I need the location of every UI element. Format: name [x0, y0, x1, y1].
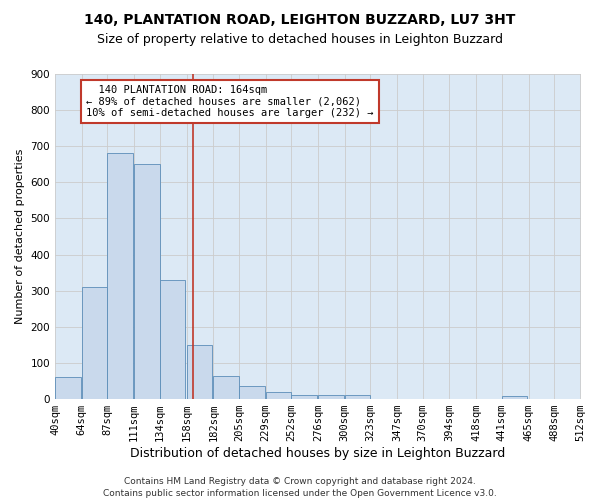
Text: Size of property relative to detached houses in Leighton Buzzard: Size of property relative to detached ho… [97, 32, 503, 46]
Bar [318, 396, 344, 399]
Bar [134, 164, 160, 399]
Y-axis label: Number of detached properties: Number of detached properties [15, 149, 25, 324]
Bar [213, 376, 239, 399]
Bar [107, 154, 133, 399]
Bar [502, 396, 527, 399]
Bar [345, 396, 370, 399]
Text: 140 PLANTATION ROAD: 164sqm
← 89% of detached houses are smaller (2,062)
10% of : 140 PLANTATION ROAD: 164sqm ← 89% of det… [86, 85, 374, 118]
Bar [239, 386, 265, 399]
Bar [55, 378, 80, 399]
Bar [82, 287, 107, 399]
Bar [291, 394, 317, 399]
Bar [266, 392, 291, 399]
Text: 140, PLANTATION ROAD, LEIGHTON BUZZARD, LU7 3HT: 140, PLANTATION ROAD, LEIGHTON BUZZARD, … [85, 12, 515, 26]
Bar [187, 345, 212, 399]
Bar [160, 280, 185, 399]
X-axis label: Distribution of detached houses by size in Leighton Buzzard: Distribution of detached houses by size … [130, 447, 506, 460]
Text: Contains HM Land Registry data © Crown copyright and database right 2024.
Contai: Contains HM Land Registry data © Crown c… [103, 476, 497, 498]
